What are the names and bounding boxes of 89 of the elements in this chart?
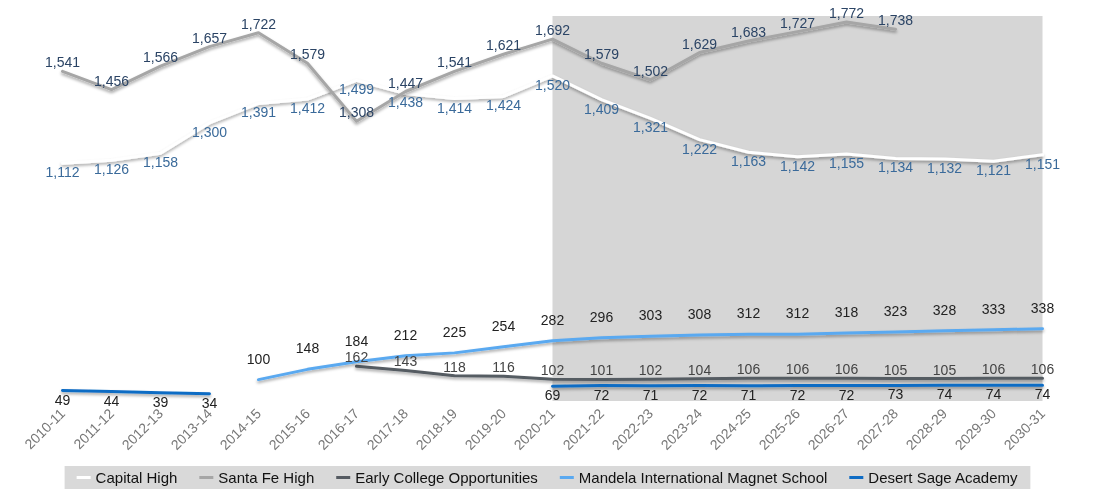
data-label: 1,502 [632, 62, 669, 79]
data-label: 73 [887, 386, 904, 403]
data-label: 69 [544, 387, 561, 404]
data-label: 1,222 [681, 140, 718, 157]
data-label: 1,499 [338, 81, 375, 98]
data-label: 1,121 [975, 162, 1012, 179]
data-label: 39 [152, 393, 169, 410]
legend-label: Mandela International Magnet School [578, 469, 828, 486]
data-label: 100 [246, 350, 271, 367]
data-label: 1,151 [1024, 155, 1061, 172]
data-label: 225 [442, 323, 467, 340]
data-label: 323 [883, 302, 908, 319]
data-label: 72 [789, 386, 806, 403]
data-label: 1,134 [877, 159, 914, 176]
data-label: 1,112 [45, 164, 80, 181]
data-label: 1,409 [583, 100, 620, 117]
data-label: 318 [834, 303, 859, 320]
data-label: 1,142 [779, 157, 816, 174]
data-label: 1,438 [387, 94, 424, 111]
data-label: 49 [54, 391, 71, 408]
data-label: 116 [492, 359, 515, 376]
data-label: 1,155 [828, 154, 865, 171]
data-label: 72 [691, 386, 708, 403]
data-label: 74 [985, 386, 1002, 403]
data-label: 1,132 [926, 159, 963, 176]
data-label: 1,621 [485, 37, 522, 54]
data-label: 74 [1034, 386, 1051, 403]
data-label: 312 [785, 305, 810, 322]
data-label: 1,579 [583, 46, 620, 63]
legend-label: Capital High [95, 469, 178, 486]
data-label: 296 [589, 308, 614, 325]
data-label: 1,579 [289, 46, 326, 63]
data-label: 72 [838, 386, 855, 403]
data-label: 1,300 [191, 123, 228, 140]
data-label: 1,308 [338, 104, 375, 121]
data-label: 1,414 [436, 99, 473, 116]
data-label: 104 [687, 361, 712, 378]
data-label: 184 [344, 332, 369, 349]
data-label: 1,391 [240, 104, 277, 121]
data-label: 1,722 [240, 15, 277, 32]
data-label: 338 [1030, 299, 1055, 316]
data-label: 1,541 [436, 54, 473, 71]
data-label: 1,566 [142, 49, 179, 66]
data-label: 1,692 [534, 22, 571, 39]
data-label: 1,424 [485, 97, 522, 114]
data-label: 1,456 [93, 72, 130, 89]
data-label: 1,447 [387, 74, 424, 91]
data-label: 118 [443, 358, 466, 375]
data-label: 303 [638, 307, 663, 324]
data-label: 1,657 [191, 29, 228, 46]
data-label: 105 [883, 361, 908, 378]
data-label: 44 [103, 392, 120, 409]
data-label: 1,541 [44, 54, 81, 71]
data-label: 1,520 [534, 76, 571, 93]
data-label: 106 [834, 361, 859, 378]
data-label: 1,126 [93, 161, 130, 178]
data-label: 72 [593, 386, 610, 403]
data-label: 282 [540, 311, 565, 328]
data-label: 74 [936, 386, 953, 403]
data-label: 71 [642, 386, 659, 403]
data-label: 333 [981, 300, 1006, 317]
data-label: 105 [932, 361, 957, 378]
data-label: 1,738 [877, 12, 914, 29]
data-label: 328 [932, 301, 957, 318]
data-label: 1,163 [730, 153, 767, 170]
legend-label: Desert Sage Academy [868, 469, 1019, 486]
data-label: 1,629 [681, 35, 718, 52]
data-label: 106 [1030, 361, 1055, 378]
data-label: 1,772 [828, 4, 865, 21]
data-label: 71 [740, 386, 757, 403]
data-label: 106 [785, 361, 810, 378]
data-label: 143 [393, 353, 418, 370]
data-label: 1,412 [289, 99, 326, 116]
data-label: 254 [491, 317, 516, 334]
data-label: 312 [736, 305, 761, 322]
data-label: 106 [981, 361, 1006, 378]
data-label: 102 [638, 362, 663, 379]
data-label: 1,683 [730, 24, 767, 41]
data-label: 102 [540, 362, 565, 379]
legend-label: Early College Opportunities [355, 469, 538, 486]
data-label: 148 [295, 340, 320, 357]
data-label: 1,727 [779, 14, 816, 31]
data-label: 1,321 [632, 119, 669, 136]
data-label: 101 [589, 362, 614, 379]
data-label: 1,158 [142, 154, 179, 171]
data-label: 212 [393, 326, 418, 343]
legend-label: Santa Fe High [218, 469, 315, 486]
data-label: 308 [687, 306, 712, 323]
data-label: 106 [736, 361, 761, 378]
